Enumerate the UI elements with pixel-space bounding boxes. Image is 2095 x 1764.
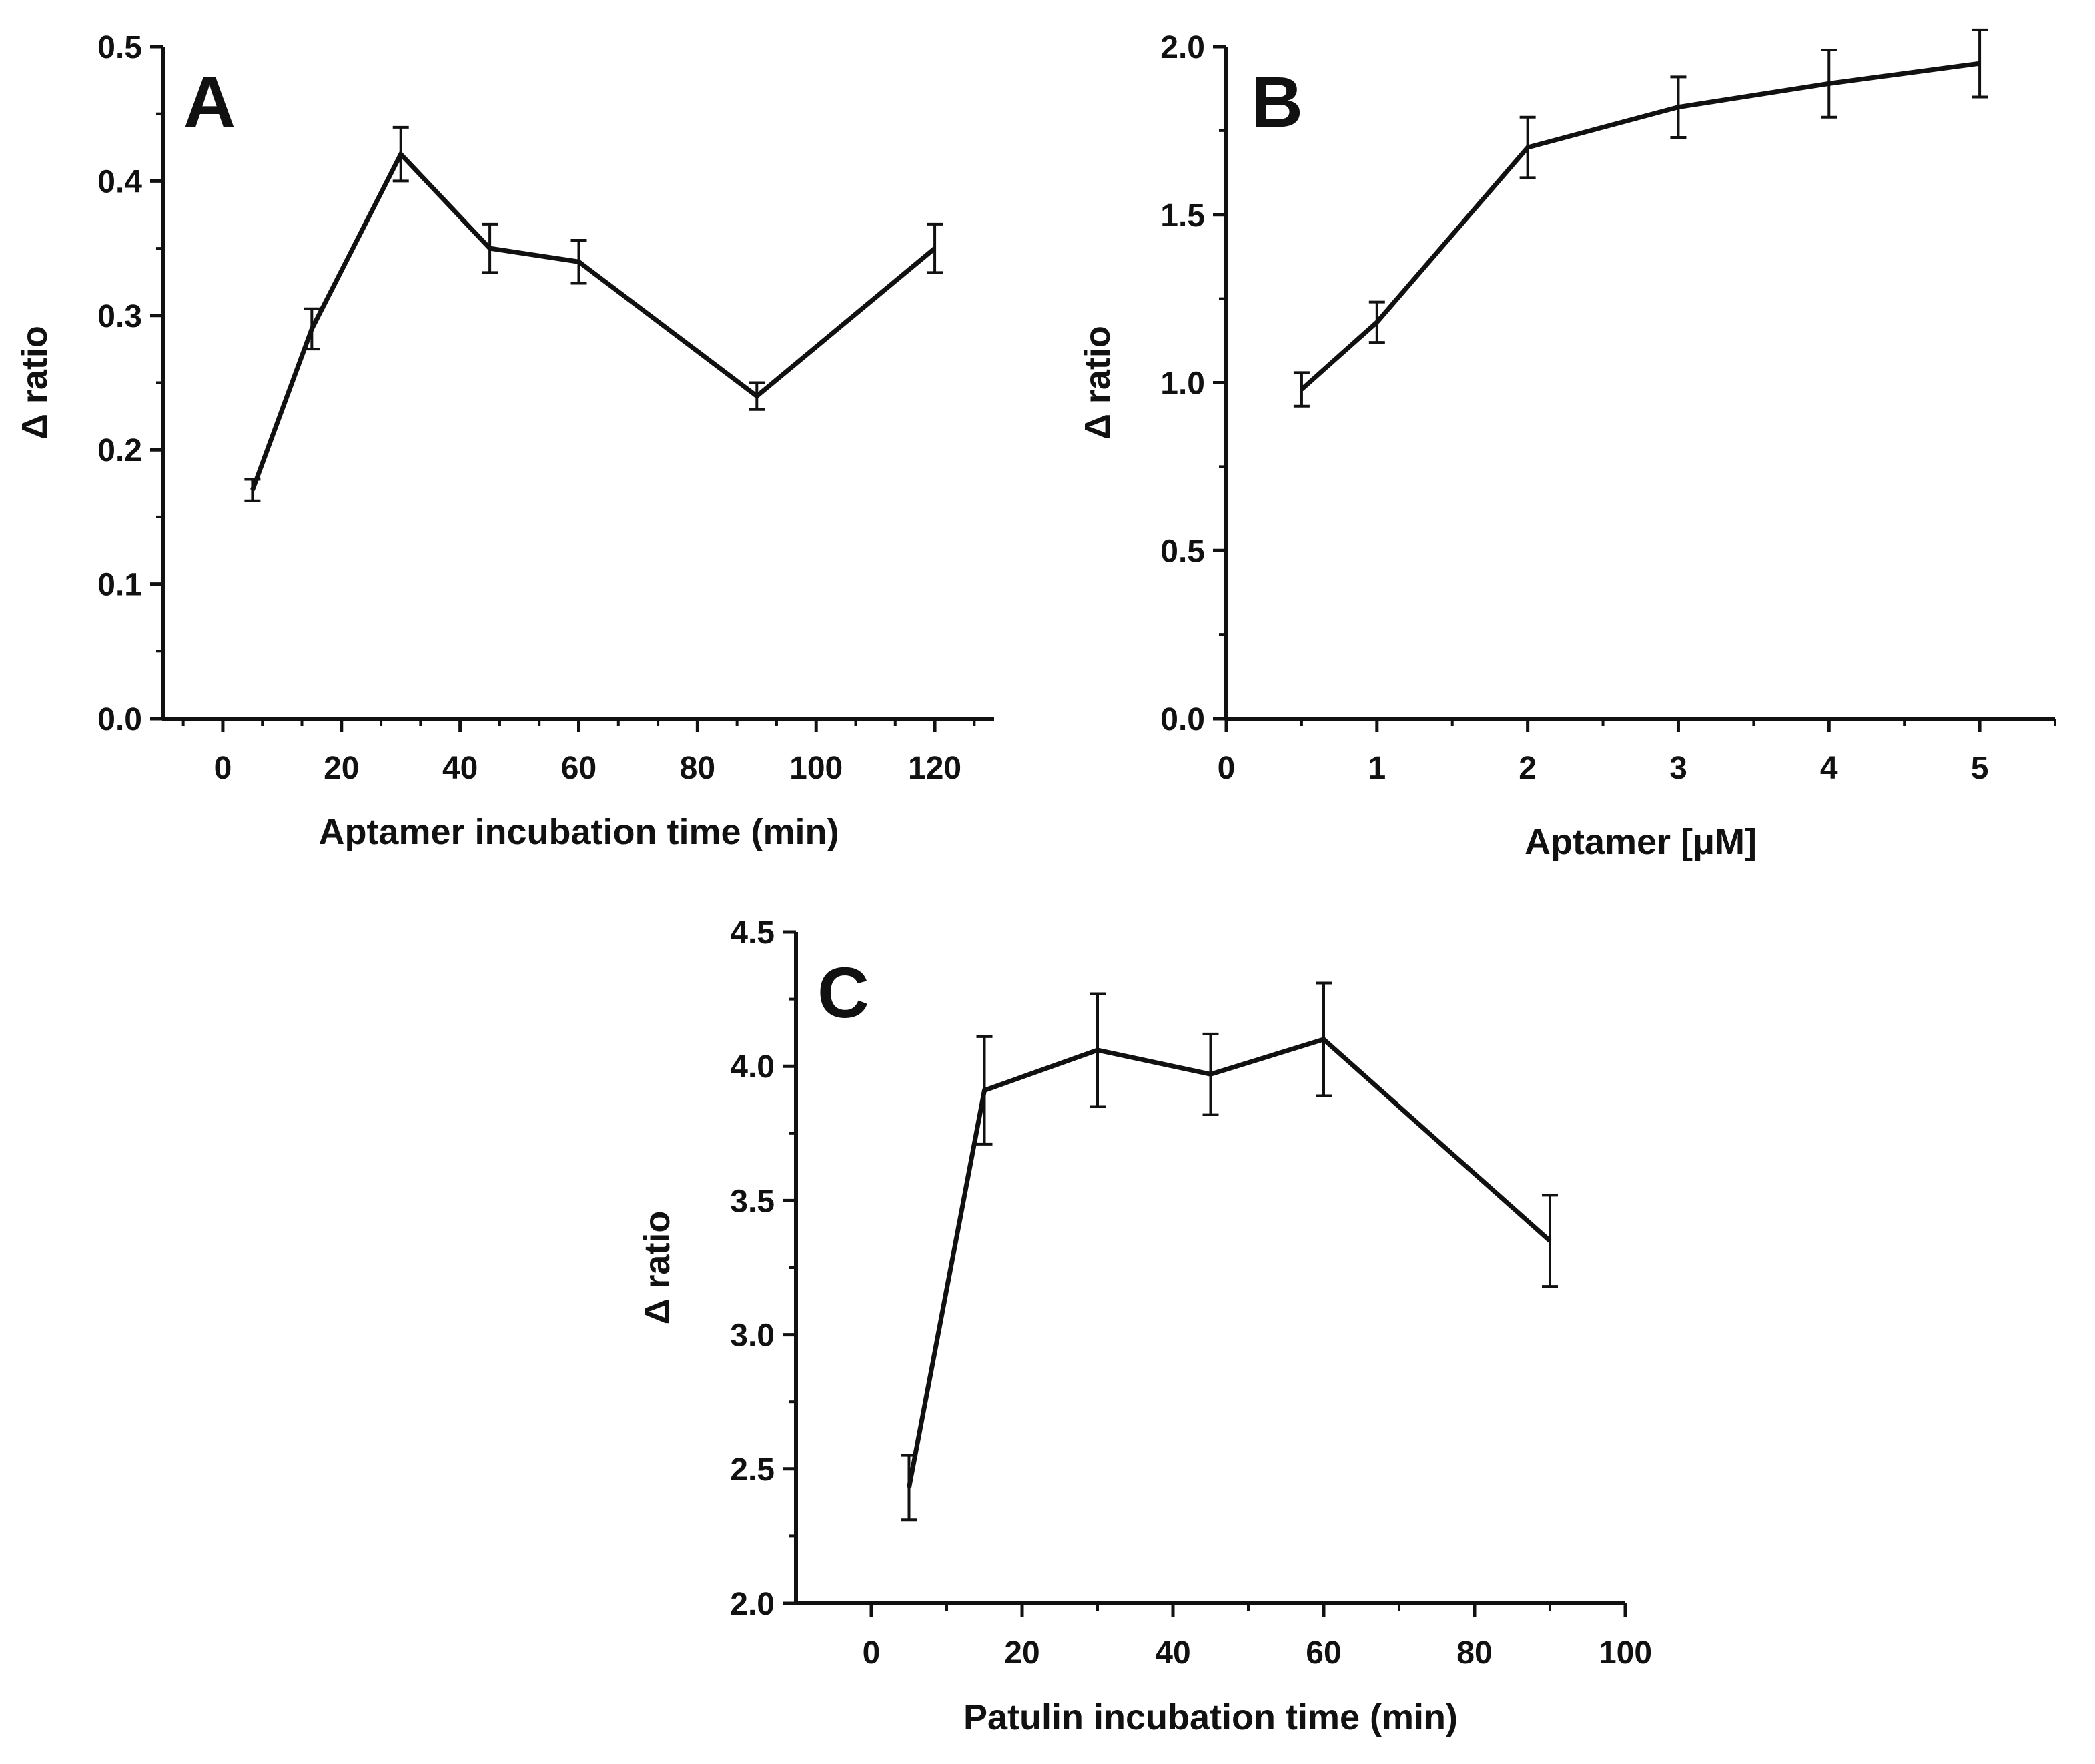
chart-panel-b: 0 1 2 3 4 5 0.0 0.5 1.0 1.5 2.0 Aptamer [μM] Δ ratio… — [1078, 28, 2056, 862]
x-tick-label: 1 — [1368, 751, 1386, 786]
data-point — [1368, 300, 1385, 344]
series-line — [250, 150, 937, 491]
x-tick-label: 4 — [1820, 751, 1838, 786]
chart-panel-a: 0 20 40 60 80 100 120 0.0 0.1 0.2 0.3 0.4 0.5 Aptamer… — [15, 30, 994, 852]
series-line — [1300, 61, 1980, 392]
x-tick-label: 20 — [324, 751, 359, 786]
data-point — [901, 1454, 917, 1522]
x-tick-label: 80 — [1456, 1635, 1492, 1671]
y-tick-label: 2.0 — [730, 1587, 775, 1622]
data-point — [392, 125, 409, 183]
panel-label: A — [183, 61, 236, 142]
x-tick-label: 40 — [1155, 1635, 1190, 1671]
panel-label: C — [817, 952, 869, 1033]
x-axis-title: Aptamer [μM] — [1525, 822, 1757, 862]
data-point — [570, 239, 587, 285]
y-tick-label: 0.4 — [97, 164, 142, 199]
data-point — [1821, 49, 1837, 119]
y-tick-label: 4.0 — [730, 1049, 775, 1085]
data-point — [976, 1035, 993, 1146]
x-tick-label: 0 — [863, 1635, 881, 1671]
y-tick-label: 4.5 — [730, 915, 775, 951]
x-tick-label: 60 — [1306, 1635, 1341, 1671]
y-tick-label: 0.5 — [1160, 534, 1205, 569]
x-tick-label: 120 — [908, 751, 961, 786]
x-axis-title: Aptamer incubation time (min) — [318, 812, 839, 852]
x-tick-label: 0 — [214, 751, 232, 786]
y-tick-label: 0.1 — [97, 568, 142, 603]
y-tick-label: 2.5 — [730, 1452, 775, 1488]
data-point — [927, 222, 943, 274]
data-point — [244, 478, 261, 502]
data-point — [1090, 992, 1106, 1108]
y-tick-label: 3.0 — [730, 1318, 775, 1354]
panel-label: B — [1251, 61, 1303, 142]
data-point — [1316, 981, 1332, 1097]
y-tick-label: 2.0 — [1160, 30, 1205, 65]
x-tick-label: 40 — [442, 751, 478, 786]
data-point — [1519, 115, 1536, 179]
y-axis-title: Δ ratio — [637, 1211, 677, 1325]
data-point — [1542, 1194, 1558, 1288]
y-tick-label: 0.3 — [97, 299, 142, 334]
x-axis-title: Patulin incubation time (min) — [963, 1697, 1458, 1737]
x-tick-label: 60 — [561, 751, 596, 786]
y-tick-label: 1.5 — [1160, 198, 1205, 234]
y-tick-label: 0.0 — [1160, 702, 1205, 737]
data-point — [1670, 75, 1687, 139]
y-axis-title: Δ ratio — [1078, 326, 1118, 440]
data-point — [304, 307, 320, 351]
x-tick-label: 0 — [1218, 751, 1236, 786]
series-line — [907, 1037, 1552, 1488]
data-point — [482, 222, 498, 274]
chart-panel-c: 0 20 40 60 80 100 2.0 2.5 3.0 3.5 4.0 4.5 Patulin in… — [637, 915, 1652, 1737]
x-tick-label: 100 — [789, 751, 843, 786]
data-point — [1293, 371, 1310, 408]
x-tick-label: 20 — [1004, 1635, 1039, 1671]
y-tick-label: 0.0 — [97, 702, 142, 737]
x-tick-label: 2 — [1519, 751, 1537, 786]
x-tick-label: 80 — [680, 751, 715, 786]
y-tick-label: 3.5 — [730, 1184, 775, 1219]
x-tick-label: 100 — [1599, 1635, 1652, 1671]
data-point — [749, 381, 765, 411]
y-axis-title: Δ ratio — [15, 326, 55, 440]
x-tick-label: 3 — [1669, 751, 1687, 786]
y-tick-label: 1.0 — [1160, 366, 1205, 402]
y-tick-label: 0.2 — [97, 433, 142, 468]
data-point — [1972, 28, 1988, 99]
y-tick-label: 0.5 — [97, 30, 142, 65]
x-tick-label: 5 — [1971, 751, 1989, 786]
data-point — [1202, 1032, 1219, 1116]
